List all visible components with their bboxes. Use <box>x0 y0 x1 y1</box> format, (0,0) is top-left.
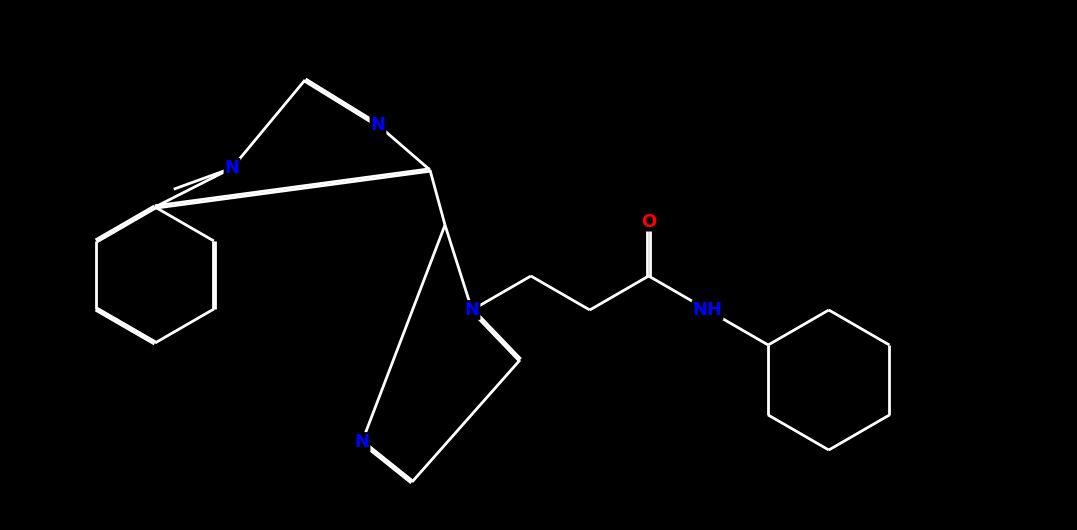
Text: N: N <box>224 159 239 177</box>
Text: N: N <box>464 301 479 319</box>
Text: N: N <box>354 433 369 451</box>
Text: O: O <box>641 213 656 231</box>
Text: N: N <box>370 116 386 134</box>
Text: NH: NH <box>693 301 723 319</box>
